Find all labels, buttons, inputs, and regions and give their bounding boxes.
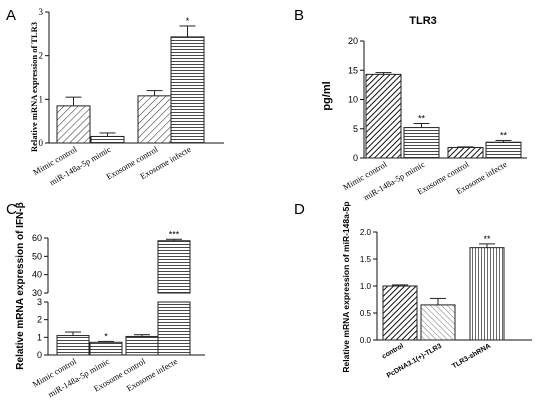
panel-d-bar [382, 285, 418, 341]
panel-b-significance-label: ** [418, 113, 426, 123]
panel-d-category-label: TLR3-shRNA [451, 343, 492, 371]
panel-c-ylabel: Relative mRNA expression of IFN-β [15, 202, 26, 369]
panel-b-y-tick-label: 10 [348, 95, 358, 105]
panel-d-category-label: control [381, 343, 405, 361]
panel-d-significance-label: ** [483, 234, 491, 244]
panel-b-title: TLR3 [409, 15, 437, 27]
panel-a-bar [170, 36, 205, 144]
panel-c-y-tick-label: 60 [32, 233, 42, 243]
panel-c-bar [157, 240, 191, 294]
panel-c-significance-label: * [104, 331, 108, 341]
panel-a-y-tick-label: 2 [39, 51, 44, 61]
panel-d-y-tick-label: 2.0 [360, 228, 372, 237]
panel-d-y-tick-label: 1.5 [360, 255, 372, 264]
panel-c-bar [56, 335, 90, 356]
panel-d-chart: 0.00.51.01.52.0controlPcDNA3.1(+)-TLR3**… [360, 228, 532, 380]
panel-c-y-tick-label: 1 [37, 332, 42, 342]
panel-d-y-tick-label: 0.5 [360, 309, 372, 318]
panel-b-y-tick-label: 0 [353, 153, 358, 163]
panel-b-bar [403, 127, 440, 159]
panel-b-ylabel: pg/ml [321, 81, 333, 110]
panel-a-bar [90, 135, 125, 144]
panel-b-y-tick-label: 20 [348, 36, 358, 46]
panel-c-bar [157, 301, 191, 356]
panel-d-y-tick-label: 1.0 [360, 282, 372, 291]
panel-c-y-tick-label: 50 [32, 251, 42, 261]
panel-a-significance-label: * [186, 16, 190, 26]
panel-d-y-tick-label: 0.0 [360, 336, 372, 345]
panel-d-bar [420, 304, 456, 341]
panel-d-ylabel: Relative mRNA expression of miR-148a-5p [341, 201, 351, 372]
panel-letter-d: D [294, 201, 305, 218]
panel-letter-a: A [6, 7, 16, 24]
panel-b-bar [447, 146, 484, 159]
panel-b-bar [365, 73, 402, 159]
panel-c-bar [89, 341, 123, 356]
panel-a-y-tick-label: 3 [39, 7, 44, 17]
panel-a-y-tick-label: 0 [39, 138, 44, 148]
panel-b-y-tick-label: 5 [353, 124, 358, 134]
panel-a-bar [56, 105, 91, 144]
panel-b-bar [485, 141, 522, 159]
panel-c-significance-label: *** [169, 229, 180, 239]
panel-a-ylabel: Relative mRNA expression of TLR3 [29, 22, 39, 152]
panel-c-y-tick-label: 2 [37, 315, 42, 325]
panel-a-y-tick-label: 1 [39, 94, 44, 104]
panel-b-y-tick-label: 15 [348, 65, 358, 75]
panel-c-y-tick-label: 0 [37, 350, 42, 360]
panel-d-bar [469, 247, 505, 341]
panel-c-y-tick-label: 40 [32, 270, 42, 280]
panel-c-bar [125, 335, 159, 356]
panel-a-bar [137, 95, 172, 144]
panel-c-y-tick-label: 30 [32, 288, 42, 298]
panel-letter-c: C [6, 201, 17, 218]
panel-b-significance-label: ** [500, 130, 508, 140]
panel-letter-b: B [294, 7, 304, 24]
panel-a-category-label: miR-148a-5p mimic [48, 144, 113, 187]
panel-c-y-tick-label: 3 [37, 297, 42, 307]
panel-c-category-label: miR-148a-5p mimic [46, 356, 111, 399]
